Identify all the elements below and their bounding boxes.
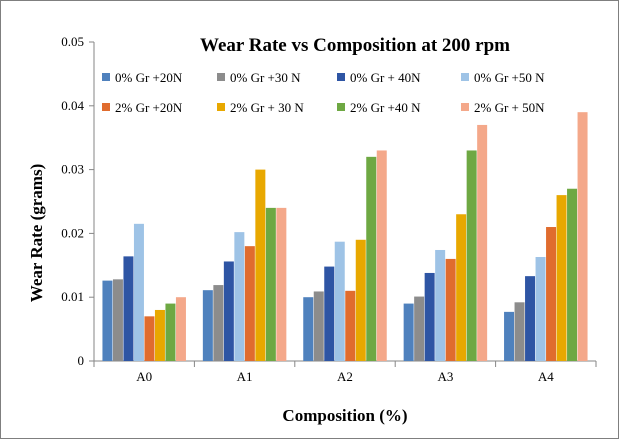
x-tick-label: A0 <box>136 369 152 384</box>
x-axis-title: Composition (%) <box>282 406 407 425</box>
legend-label: 2% Gr +20N <box>115 100 183 115</box>
bar <box>556 195 567 361</box>
x-tick-label: A2 <box>337 369 353 384</box>
bar <box>334 241 345 361</box>
bar <box>303 297 314 361</box>
bar <box>223 261 234 361</box>
legend-swatch <box>217 73 225 81</box>
bar <box>154 309 165 361</box>
bar <box>466 150 477 361</box>
bar <box>144 316 155 361</box>
legend-label: 0% Gr + 40N <box>350 70 421 85</box>
bar <box>213 285 224 361</box>
bar <box>546 227 557 361</box>
legend-label: 2% Gr +40 N <box>350 100 421 115</box>
bar <box>133 223 144 361</box>
bar <box>567 188 578 361</box>
bar <box>123 256 134 361</box>
bar <box>313 291 324 361</box>
bar <box>366 156 377 361</box>
bar <box>403 303 414 361</box>
bar <box>376 150 387 361</box>
bar <box>456 214 467 361</box>
bar <box>445 258 456 361</box>
y-tick-label: 0 <box>78 353 85 368</box>
bar <box>577 112 588 362</box>
bar <box>424 272 435 361</box>
y-tick-label: 0.03 <box>61 162 84 177</box>
bar <box>535 257 546 361</box>
legend-swatch <box>102 103 110 111</box>
bar <box>255 169 266 361</box>
bar <box>414 296 425 361</box>
y-tick-label: 0.02 <box>61 225 84 240</box>
bar <box>435 249 446 361</box>
bars <box>102 112 588 362</box>
bar <box>102 280 113 361</box>
bar <box>165 303 176 361</box>
bar <box>112 279 123 361</box>
bar <box>265 207 276 361</box>
legend-label: 2% Gr + 50N <box>474 100 545 115</box>
legend-label: 0% Gr +30 N <box>230 70 301 85</box>
y-tick-label: 0.01 <box>61 289 84 304</box>
legend-swatch <box>217 103 225 111</box>
legend-label: 2% Gr + 30 N <box>230 100 304 115</box>
bar <box>345 290 356 361</box>
bar <box>234 232 245 361</box>
legend-swatch <box>461 73 469 81</box>
bar <box>276 207 287 361</box>
y-axis-title: Wear Rate (grams) <box>27 164 46 302</box>
x-tick-label: A4 <box>538 369 554 384</box>
y-tick-label: 0.05 <box>61 34 84 49</box>
bar <box>202 290 213 361</box>
bar <box>525 276 536 361</box>
legend-label: 0% Gr +50 N <box>474 70 545 85</box>
legend-swatch <box>337 103 345 111</box>
bar <box>175 297 186 361</box>
legend-swatch <box>461 103 469 111</box>
legend-swatch <box>337 73 345 81</box>
x-tick-label: A1 <box>237 369 253 384</box>
legend-label: 0% Gr +20N <box>115 70 183 85</box>
bar <box>504 311 515 361</box>
legend: 0% Gr +20N 0% Gr +30 N 0% Gr + 40N 0% Gr +5… <box>102 70 545 115</box>
bar <box>244 246 255 361</box>
x-tick-label: A3 <box>437 369 453 384</box>
y-tick-label: 0.04 <box>61 98 84 113</box>
bar <box>514 302 525 361</box>
bar <box>324 266 335 361</box>
legend-swatch <box>102 73 110 81</box>
chart-title: Wear Rate vs Composition at 200 rpm <box>200 35 510 56</box>
bar <box>355 239 366 361</box>
bar <box>477 124 488 361</box>
